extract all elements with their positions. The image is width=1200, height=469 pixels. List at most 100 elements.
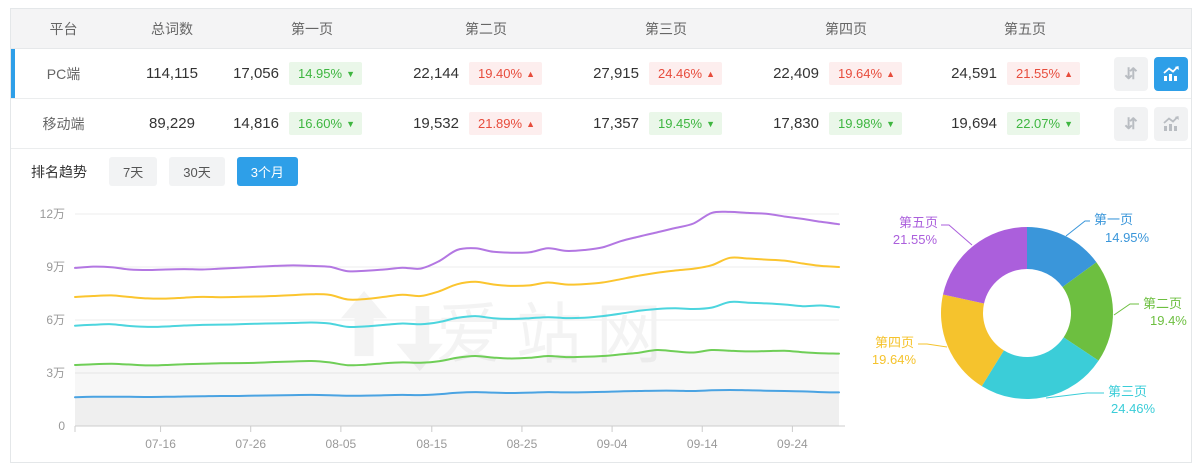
change-badge: 19.64% ▲ [828,62,902,85]
change-percent: 21.55% [1015,66,1061,81]
table-row[interactable]: 移动端 89,229 14,816 16.60% ▼ 19,532 21.89% ▲ 17,35… [11,99,1191,149]
series-line-第二页 [74,348,840,367]
page-4-cell: 17,830 19.98% ▼ [756,112,936,135]
donut-label-percent: 19.64% [873,352,916,367]
x-axis-label: 07-16 [145,437,176,451]
donut-label-name: 第一页 [1094,212,1133,227]
trend-tab-30d[interactable]: 30天 [169,157,225,186]
keyword-count: 17,830 [773,115,819,132]
change-badge: 14.95% ▼ [288,62,362,85]
change-percent: 19.64% [837,66,883,81]
change-badge: 19.40% ▲ [468,62,542,85]
platform-label: 移动端 [42,115,85,132]
change-badge: 21.89% ▲ [468,112,542,135]
label-leader-line [941,224,973,246]
y-axis-label: 3万 [46,366,65,380]
label-leader-line [918,343,948,348]
change-percent: 24.46% [657,66,703,81]
column-header-5: 第三页 [645,20,687,37]
trend-chart-icon [1163,115,1179,131]
y-axis-label: 12万 [40,207,65,221]
donut-label-percent: 21.55% [893,232,938,247]
change-badge: 19.98% ▼ [828,112,902,135]
change-percent: 14.95% [297,66,343,81]
row-actions: ⇵ [1114,56,1200,91]
donut-label-percent: 19.4% [1150,313,1187,328]
arrow-up-icon: ▲ [1064,68,1073,79]
keyword-rank-panel: 平台 总词数 第一页 第二页 第三页 第四页 第五页 PC端 114,115 17,056 14.… [10,8,1192,463]
trend-chart-button[interactable] [1154,106,1188,141]
arrow-up-icon: ▲ [526,68,535,79]
page-1-cell: 14,816 16.60% ▼ [228,112,396,135]
x-axis-label: 09-04 [597,437,628,451]
series-line-第五页 [74,210,840,273]
label-leader-line [1065,220,1090,237]
y-axis-label: 6万 [46,313,65,327]
donut-slice-第二页 [1062,262,1114,361]
trend-tab-3m[interactable]: 3个月 [236,157,298,186]
page-4-cell: 22,409 19.64% ▲ [756,62,936,85]
donut-slice-第一页 [1027,227,1097,288]
x-axis-label: 09-14 [687,437,718,451]
series-area-第二页 [75,350,839,426]
donut-label-percent: 14.95% [1105,230,1150,245]
page-1-cell: 17,056 14.95% ▼ [228,62,396,85]
trend-chart-button[interactable] [1154,56,1188,91]
arrow-down-icon: ▼ [346,68,355,79]
label-leader-line [1113,303,1139,316]
sort-updown-icon: ⇵ [1124,115,1138,133]
change-percent: 19.98% [837,116,883,131]
page-2-cell: 19,532 21.89% ▲ [396,112,576,135]
change-badge: 19.45% ▼ [648,112,722,135]
page-distribution-donut-chart[interactable]: 第一页 14.95% 第二页 19.4% 第三页 24.46% 第四页 19.64% 第五页 21… [873,194,1191,462]
x-axis-label: 08-25 [507,437,538,451]
change-percent: 19.45% [657,116,703,131]
keyword-count: 19,532 [413,115,459,132]
x-axis-label: 08-05 [326,437,357,451]
page-5-cell: 24,591 21.55% ▲ [936,62,1114,85]
sort-button[interactable]: ⇵ [1114,106,1148,141]
y-axis-label: 9万 [46,260,65,274]
donut-label-name: 第三页 [1108,384,1147,399]
change-percent: 16.60% [297,116,343,131]
row-actions: ⇵ [1114,106,1200,141]
keyword-count: 17,357 [593,115,639,132]
keyword-count: 22,409 [773,65,819,82]
page-3-cell: 27,915 24.46% ▲ [576,62,756,85]
watermark-text: 爱站网 [436,297,676,371]
total-keywords-value: 114,115 [146,65,198,82]
trend-section-header: 排名趋势 7天 30天 3个月 [11,149,1191,194]
series-line-第四页 [74,256,840,301]
table-header-row: 平台 总词数 第一页 第二页 第三页 第四页 第五页 [11,9,1191,49]
donut-label-name: 第四页 [875,335,914,350]
keyword-count: 24,591 [951,65,997,82]
column-header-2: 总词数 [151,20,193,37]
platform-label: PC端 [46,65,81,82]
page-3-cell: 17,357 19.45% ▼ [576,112,756,135]
change-percent: 22.07% [1015,116,1061,131]
arrow-down-icon: ▼ [346,118,355,129]
sort-updown-icon: ⇵ [1124,65,1138,83]
label-leader-line [1045,392,1104,399]
series-line-第一页 [74,388,840,399]
column-header-7: 第五页 [1004,20,1046,37]
trend-tab-7d[interactable]: 7天 [109,157,158,186]
column-header-1: 平台 [49,20,78,37]
x-axis-label: 08-15 [416,437,447,451]
arrow-up-icon: ▲ [706,68,715,79]
sort-button[interactable]: ⇵ [1114,56,1148,91]
change-badge: 16.60% ▼ [288,112,362,135]
donut-slice-第四页 [940,294,1004,387]
table-row[interactable]: PC端 114,115 17,056 14.95% ▼ 22,144 19.40% ▲ 27,9… [11,49,1191,99]
donut-slice-第五页 [943,227,1027,304]
keyword-count: 19,694 [951,115,997,132]
change-badge: 21.55% ▲ [1006,62,1080,85]
total-keywords-value: 89,229 [149,115,195,132]
series-line-第三页 [74,300,840,329]
column-header-4: 第二页 [465,20,507,37]
page-5-cell: 19,694 22.07% ▼ [936,112,1114,135]
page-2-cell: 22,144 19.40% ▲ [396,62,576,85]
keyword-count: 22,144 [413,65,459,82]
trend-range-tabs: 7天 30天 3个月 [109,157,298,186]
